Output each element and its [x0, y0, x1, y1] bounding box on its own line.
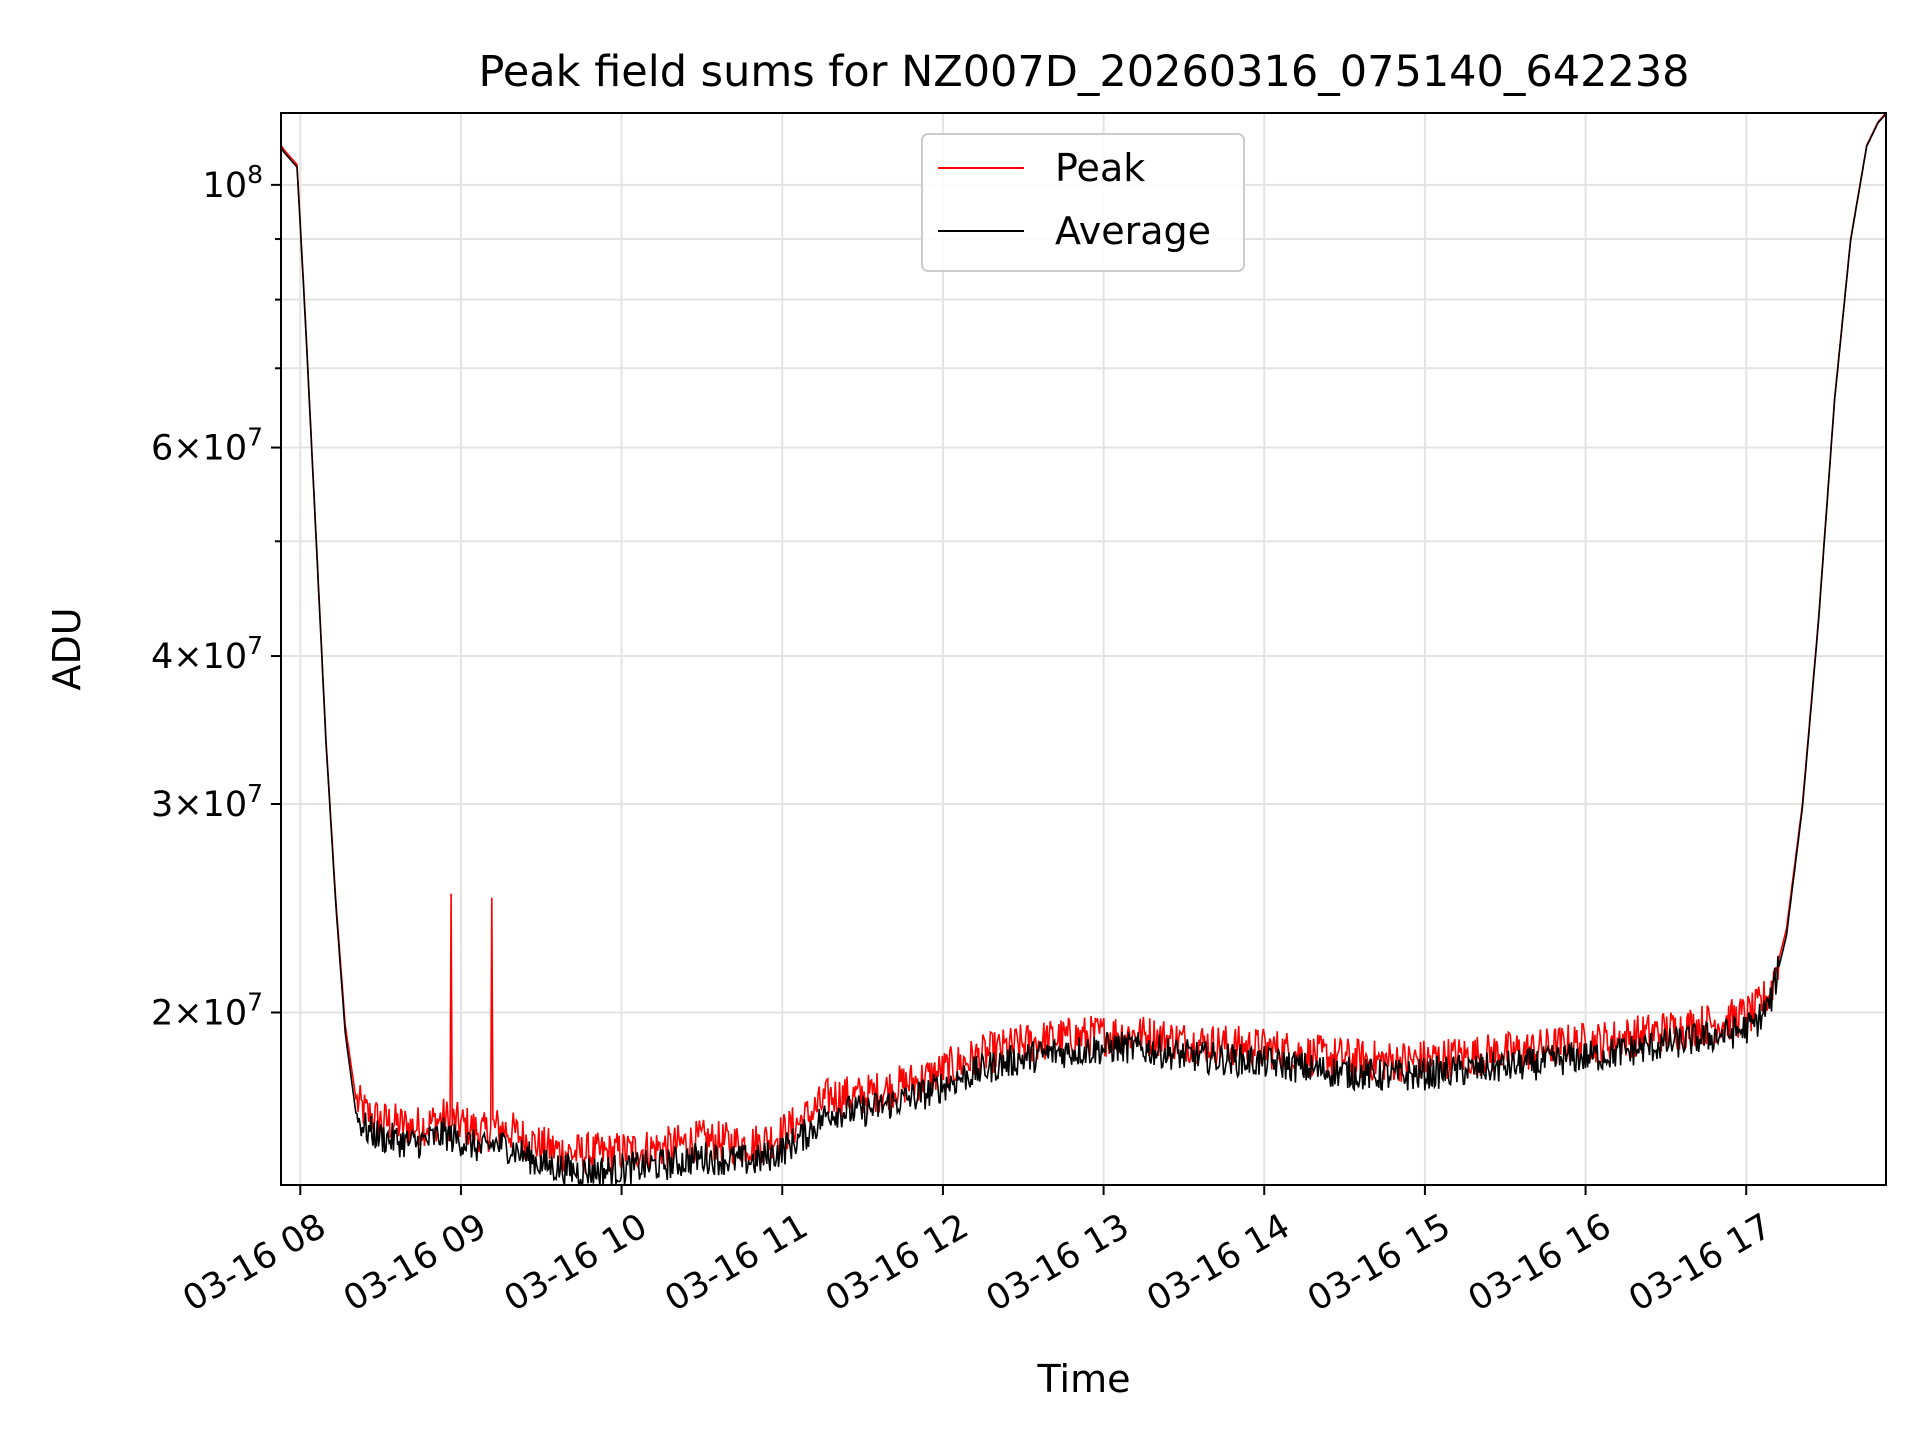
legend: Peak Average: [921, 133, 1245, 272]
y-tick-label: 6×107: [151, 423, 263, 469]
y-tick-label: 4×107: [151, 631, 263, 677]
y-axis-label: ADU: [45, 607, 89, 690]
series-average-line: [281, 113, 1886, 1185]
x-axis-label: Time: [1037, 1357, 1131, 1401]
plot-frame: [280, 112, 1887, 1186]
chart-title: Peak field sums for NZ007D_20260316_0751…: [478, 47, 1689, 97]
legend-peak-label: Peak: [1055, 146, 1145, 190]
y-tick-label: 3×107: [151, 779, 263, 825]
y-tick-label: 2×107: [151, 987, 263, 1033]
y-tick-label: 108: [203, 160, 263, 206]
legend-average-label: Average: [1055, 209, 1211, 253]
plot-lines: [281, 113, 1886, 1185]
